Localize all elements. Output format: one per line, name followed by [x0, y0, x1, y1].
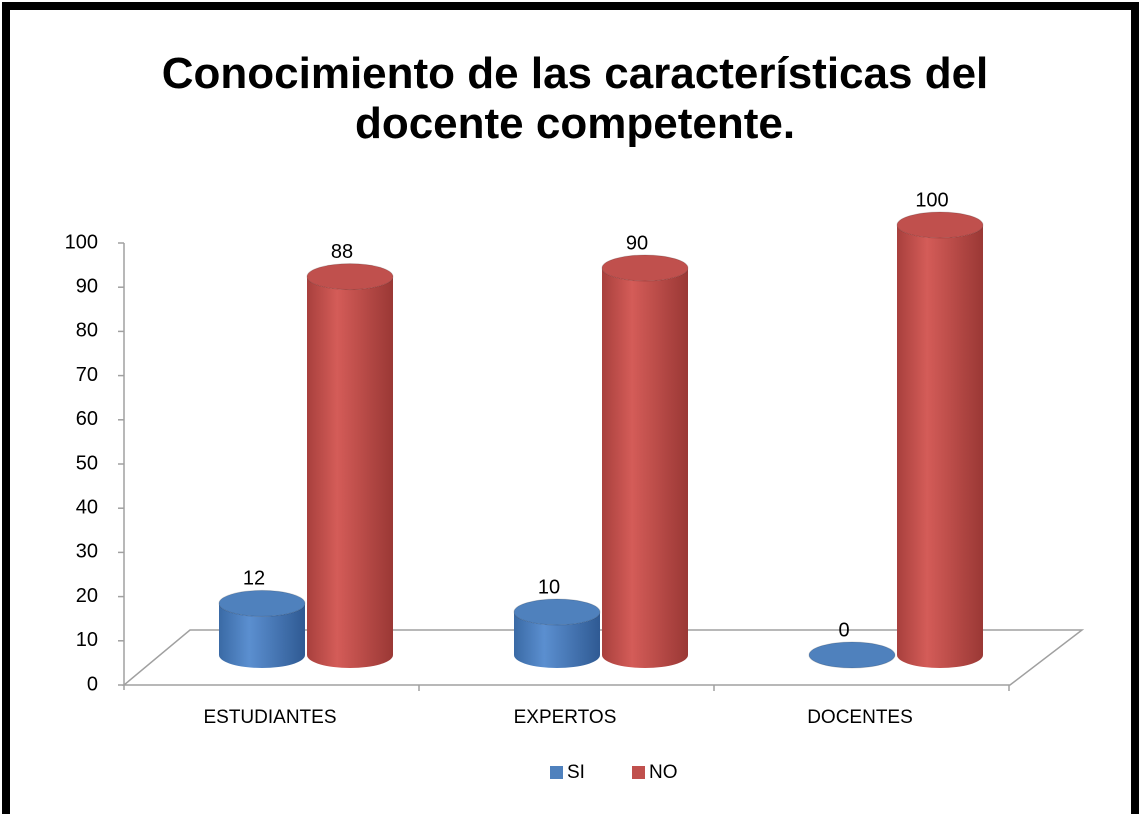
y-tick-label: 90 [76, 275, 98, 297]
x-tick-label: EXPERTOS [514, 707, 617, 728]
cylinder-body [514, 612, 600, 668]
cylinder-top [513, 598, 601, 626]
cylinder-top [218, 589, 306, 617]
legend-label: NO [649, 762, 678, 783]
cylinder-body [307, 276, 393, 668]
x-tick-label: ESTUDIANTES [203, 707, 336, 728]
data-label: 100 [915, 189, 948, 211]
cylinder-top [808, 641, 896, 669]
y-tick-label: 40 [76, 496, 98, 518]
cylinder [513, 598, 601, 668]
y-tick-label: 80 [76, 320, 98, 342]
y-tick-label: 0 [87, 673, 98, 695]
y-tick-label: 70 [76, 364, 98, 386]
cylinder [601, 254, 689, 668]
y-tick-label: 10 [76, 629, 98, 651]
cylinder [808, 641, 896, 669]
cylinder-body [219, 603, 305, 668]
cylinder-body [897, 225, 983, 668]
legend-label: SI [567, 762, 585, 783]
cylinder [896, 211, 984, 668]
data-label: 0 [838, 619, 849, 641]
cylinder-top [896, 211, 984, 239]
y-tick-label: 50 [76, 452, 98, 474]
data-label: 10 [538, 576, 560, 598]
title-line: docente competente. [355, 99, 795, 148]
y-tick-label: 30 [76, 541, 98, 563]
data-label: 90 [626, 232, 648, 254]
cylinder-top [601, 254, 689, 282]
cylinder-top [306, 263, 394, 291]
y-tick-label: 60 [76, 408, 98, 430]
y-tick-label: 20 [76, 585, 98, 607]
legend-swatch [632, 766, 645, 779]
chart-title: Conocimiento de las características del d… [162, 49, 989, 148]
title-line: Conocimiento de las características del [162, 49, 989, 98]
cylinder-body [602, 268, 688, 668]
y-tick-label: 100 [65, 231, 98, 253]
cylinder [306, 263, 394, 668]
cylinder [218, 589, 306, 668]
x-tick-label: DOCENTES [807, 707, 913, 728]
data-label: 88 [331, 241, 353, 263]
data-label: 12 [243, 568, 265, 590]
legend-swatch [550, 766, 563, 779]
